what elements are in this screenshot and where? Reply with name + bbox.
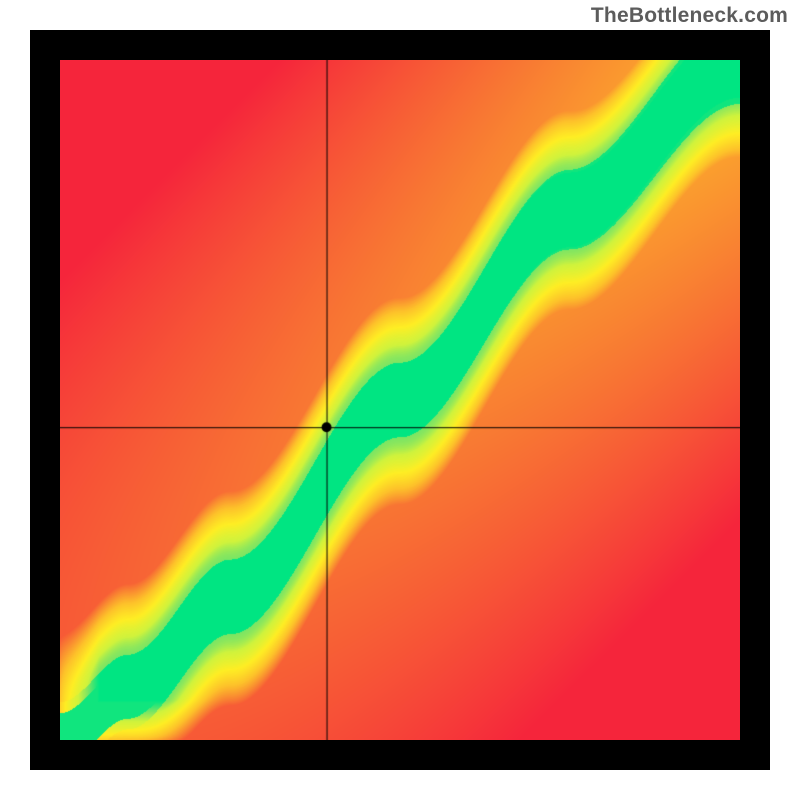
watermark-text: TheBottleneck.com (591, 4, 788, 28)
heatmap-canvas (60, 60, 740, 740)
heatmap-plot (30, 30, 770, 770)
